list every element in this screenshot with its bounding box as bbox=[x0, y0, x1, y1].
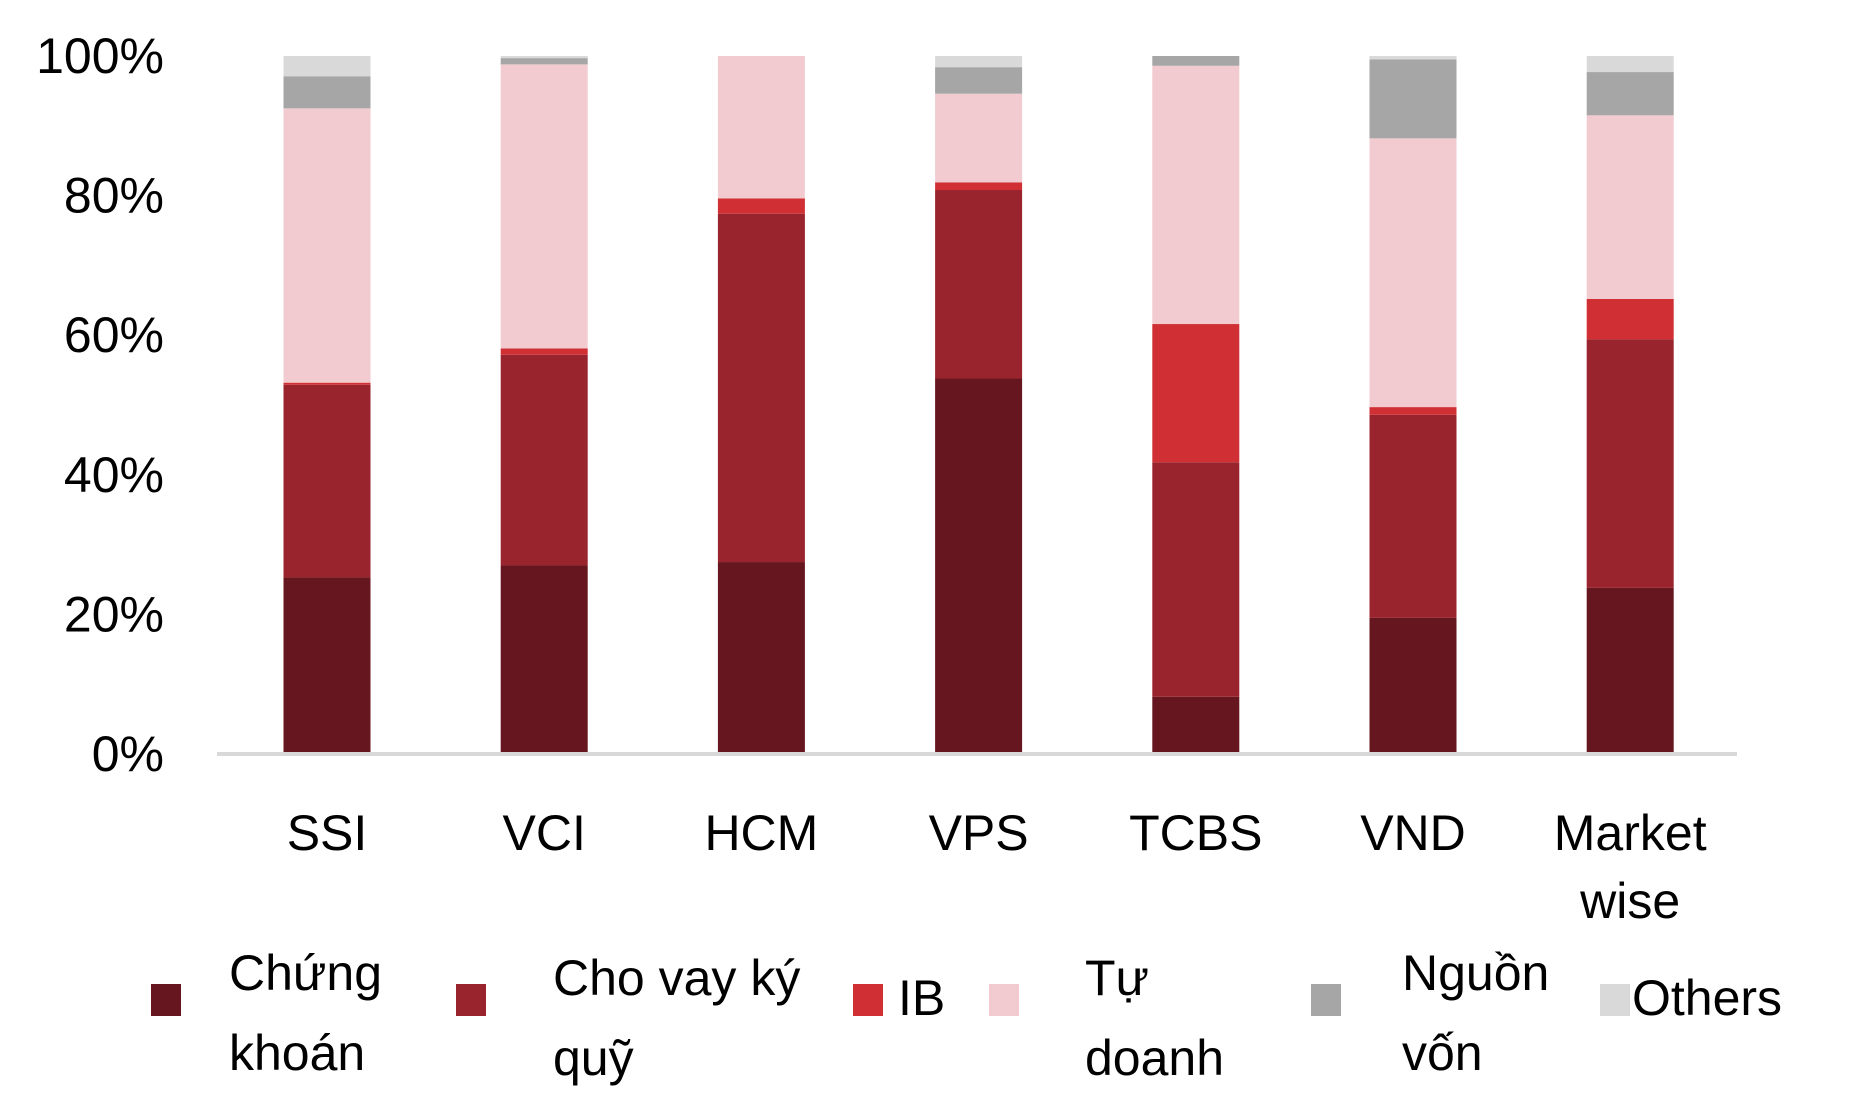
bar-segment bbox=[283, 76, 371, 109]
legend-swatch bbox=[1311, 984, 1341, 1016]
legend-swatch bbox=[151, 984, 181, 1016]
bar-segment bbox=[935, 56, 1023, 68]
legend-swatch bbox=[853, 984, 883, 1016]
bar-segment bbox=[1586, 339, 1674, 588]
bar-segment bbox=[1369, 56, 1457, 60]
y-tick-label: 60% bbox=[64, 307, 164, 363]
bar-segment bbox=[500, 348, 588, 355]
legend-label: Chứng bbox=[229, 945, 382, 1001]
bar-segment bbox=[1586, 298, 1674, 340]
bar-segment bbox=[500, 58, 588, 65]
legend-label: Tự bbox=[1085, 950, 1149, 1006]
bar-segment bbox=[935, 378, 1023, 754]
bar-segment bbox=[500, 354, 588, 566]
bar-segment bbox=[500, 565, 588, 754]
bar-segment bbox=[1586, 115, 1674, 299]
bar-segment bbox=[500, 56, 588, 59]
legend-label: doanh bbox=[1085, 1030, 1224, 1086]
bar-segment bbox=[935, 67, 1023, 94]
x-tick-label: wise bbox=[1579, 873, 1680, 929]
x-tick-label: VCI bbox=[503, 805, 586, 861]
bar-segment bbox=[717, 213, 805, 563]
y-tick-label: 100% bbox=[36, 28, 164, 84]
bar-segment bbox=[935, 182, 1023, 191]
legend-label: Nguồn bbox=[1402, 945, 1549, 1001]
y-tick-label: 20% bbox=[64, 586, 164, 642]
bar-segment bbox=[717, 56, 805, 199]
bar-segment bbox=[1369, 407, 1457, 415]
bar-segment bbox=[1152, 462, 1240, 697]
y-tick-label: 80% bbox=[64, 168, 164, 224]
x-tick-label: VND bbox=[1360, 805, 1466, 861]
y-tick-label: 40% bbox=[64, 447, 164, 503]
bar-segment bbox=[1152, 696, 1240, 754]
bar-segment bbox=[283, 108, 371, 383]
bar-segment bbox=[1586, 72, 1674, 116]
legend-label: IB bbox=[898, 970, 945, 1026]
bar-segment bbox=[1152, 65, 1240, 325]
bar-segment bbox=[500, 64, 588, 349]
bar-segment bbox=[1369, 59, 1457, 139]
bar-segment bbox=[935, 190, 1023, 379]
bar-segment bbox=[1586, 587, 1674, 754]
x-tick-label: VPS bbox=[929, 805, 1029, 861]
x-tick-label: TCBS bbox=[1129, 805, 1262, 861]
bar-segment bbox=[1152, 324, 1240, 463]
x-tick-label: SSI bbox=[287, 805, 368, 861]
bar-segment bbox=[283, 382, 371, 385]
bar-segment bbox=[1152, 56, 1240, 66]
bar-segment bbox=[717, 198, 805, 214]
bar-segment bbox=[1369, 617, 1457, 754]
legend-label: Cho vay ký bbox=[553, 950, 800, 1006]
x-tick-label: Market bbox=[1554, 805, 1707, 861]
bar-segment bbox=[935, 93, 1023, 183]
y-tick-label: 0% bbox=[92, 726, 164, 782]
x-axis-labels: SSI VCI HCM VPS TCBS VND Market wise bbox=[287, 805, 1707, 929]
legend-label: vốn bbox=[1402, 1025, 1483, 1081]
legend-label: Others bbox=[1632, 970, 1782, 1026]
legend: Chứng khoán Cho vay ký quỹ IB Tự doanh Nguồn vốn… bbox=[151, 945, 1782, 1086]
y-axis-ticks: 0% 20% 40% 60% 80% 100% bbox=[36, 28, 164, 782]
legend-swatch bbox=[1600, 984, 1630, 1016]
bar-segment bbox=[1369, 414, 1457, 618]
legend-label: quỹ bbox=[553, 1030, 634, 1086]
bar-segment bbox=[283, 384, 371, 578]
bar-segment bbox=[283, 56, 371, 77]
legend-label: khoán bbox=[229, 1025, 365, 1081]
bar-segment bbox=[283, 577, 371, 754]
bars bbox=[283, 56, 1674, 754]
bar-segment bbox=[1369, 138, 1457, 408]
legend-swatch bbox=[989, 984, 1019, 1016]
x-tick-label: HCM bbox=[704, 805, 818, 861]
bar-segment bbox=[1586, 56, 1674, 73]
legend-swatch bbox=[456, 984, 486, 1016]
bar-segment bbox=[717, 562, 805, 754]
